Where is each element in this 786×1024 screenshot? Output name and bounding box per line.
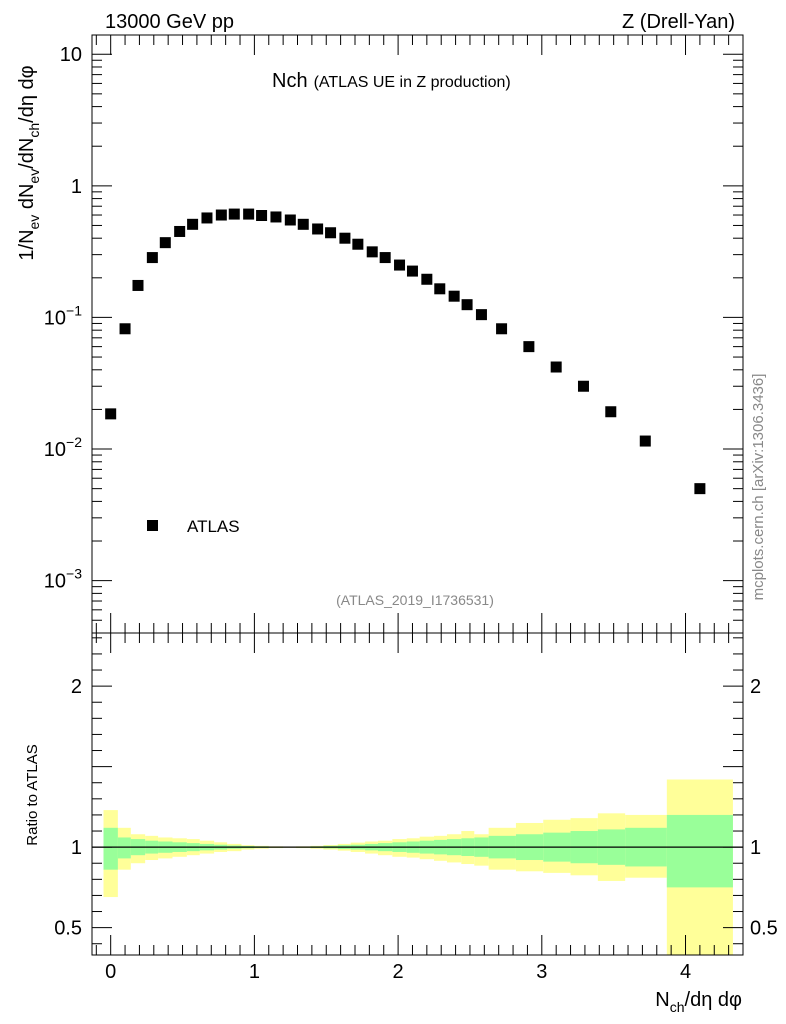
data-point: [394, 259, 406, 271]
x-tick-label: 2: [393, 961, 404, 983]
ratio-inner-band: [666, 814, 733, 888]
y-tick-label: 10−1: [44, 302, 82, 329]
data-point: [297, 218, 309, 230]
y-tick-label: 10−2: [44, 434, 82, 461]
ratio-y-tick-label-right: 2: [750, 676, 761, 698]
data-point: [352, 238, 364, 250]
ratio-y-tick-label-right: 1: [750, 837, 761, 859]
data-point: [366, 246, 378, 258]
ratio-y-tick-label: 2: [71, 676, 82, 698]
y-axis-title: 1/Nev dNev/dNch/dη dφ: [16, 65, 42, 260]
data-point: [421, 273, 433, 285]
data-point: [201, 212, 213, 224]
legend-marker: [147, 520, 158, 531]
data-point: [132, 279, 144, 291]
ratio-y-tick-label: 0.5: [54, 918, 82, 940]
data-point: [146, 252, 158, 264]
data-point: [339, 232, 351, 244]
data-points: [105, 208, 706, 495]
data-point: [406, 265, 418, 277]
ratio-y-tick-label-right: 0.5: [750, 918, 778, 940]
data-point: [159, 237, 171, 249]
data-point: [434, 283, 446, 295]
main-y-tick-labels: 10 1 10−1 10−2 10−3: [44, 44, 82, 592]
ratio-frame: [91, 632, 744, 956]
data-point: [496, 323, 508, 335]
data-point: [523, 341, 535, 353]
data-point: [187, 218, 199, 230]
data-point: [228, 208, 240, 220]
plot-title: Nch (ATLAS UE in Z production): [272, 70, 511, 92]
x-tick-labels: 0 1 2 3 4: [105, 961, 691, 983]
data-point: [605, 406, 617, 418]
process-label: Z (Drell-Yan): [622, 11, 735, 33]
main-panel: 10 1 10−1 10−2 10−3 Nch (ATLAS UE in Z produc…: [16, 34, 744, 634]
data-point: [379, 252, 391, 264]
data-point: [639, 435, 651, 447]
data-point: [284, 214, 296, 226]
analysis-id: (ATLAS_2019_I1736531): [336, 592, 494, 608]
data-point: [243, 208, 255, 220]
x-tick-label: 3: [536, 961, 547, 983]
ratio-inner-band: [117, 837, 131, 859]
ratio-ticks: [92, 633, 744, 955]
y-tick-label: 10: [60, 44, 82, 66]
data-point: [550, 361, 562, 373]
data-point: [325, 227, 337, 239]
main-frame: [91, 34, 744, 634]
data-point: [312, 223, 324, 235]
x-tick-label: 0: [105, 961, 116, 983]
ratio-y-axis-title: Ratio to ATLAS: [24, 744, 41, 845]
energy-label: 13000 GeV pp: [105, 11, 234, 33]
main-ticks: [92, 35, 744, 634]
data-point: [174, 225, 186, 237]
y-tick-label: 10−3: [44, 566, 82, 593]
data-point: [694, 483, 706, 495]
data-point: [270, 211, 282, 223]
data-point: [461, 299, 473, 311]
ratio-y-tick-label: 1: [71, 837, 82, 859]
data-point: [256, 210, 268, 222]
data-point: [448, 290, 460, 302]
data-point: [577, 380, 589, 392]
ratio-y-tick-labels: 2 2 1 1 0.5 0.5: [54, 676, 778, 940]
x-tick-label: 1: [249, 961, 260, 983]
x-axis-title: Nch/dη dφ: [655, 989, 742, 1015]
y-tick-label: 1: [71, 176, 82, 198]
x-tick-label: 4: [680, 961, 691, 983]
side-credit: mcplots.cern.ch [arXiv:1306.3436]: [750, 374, 767, 601]
ratio-panel: 2 2 1 1 0.5 0.5 Ratio to ATLAS: [24, 632, 778, 956]
ratio-inner-band: [103, 827, 118, 870]
data-point: [475, 309, 487, 321]
data-point: [215, 209, 227, 221]
data-point: [105, 408, 117, 420]
data-point: [119, 323, 131, 335]
ratio-bands: [103, 779, 733, 955]
legend-label: ATLAS: [187, 517, 240, 536]
